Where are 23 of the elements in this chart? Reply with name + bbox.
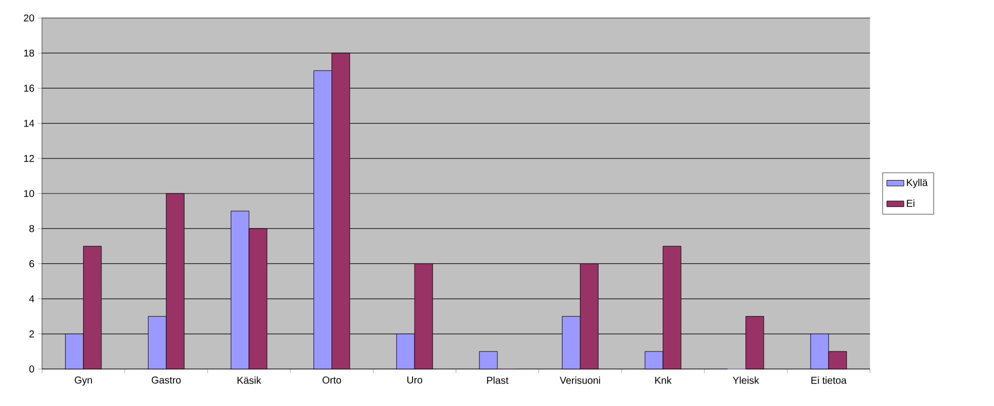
y-tick-label: 8: [29, 225, 34, 232]
x-tick-label: Verisuoni: [560, 376, 600, 384]
y-tick-label: 10: [24, 190, 34, 198]
x-tick-label: Uro: [407, 376, 422, 384]
x-tick-label: Orto: [322, 376, 342, 384]
y-tick-label: 14: [24, 120, 34, 127]
y-tick-label: 20: [24, 14, 34, 22]
y-tick-label: 4: [29, 295, 34, 302]
x-tick-label: Yleisk: [732, 376, 760, 384]
x-tick-label: Knk: [655, 376, 672, 384]
y-tick-label: 2: [29, 330, 34, 338]
x-tick-label: Gyn: [74, 376, 92, 386]
y-tick-label: 12: [24, 154, 34, 162]
y-tick-label: 18: [24, 50, 34, 57]
x-tick-label: Gastro: [152, 376, 181, 384]
legend-label: Ei: [906, 199, 914, 207]
y-tick-label: 0: [29, 365, 34, 373]
x-tick-label: Ei tietoa: [811, 376, 847, 384]
legend-label: Kyllä: [906, 178, 928, 188]
x-tick-label: Käsik: [238, 376, 262, 384]
x-tick-label: Plast: [487, 376, 508, 384]
y-tick-label: 6: [29, 260, 34, 268]
y-tick-label: 16: [24, 84, 34, 92]
